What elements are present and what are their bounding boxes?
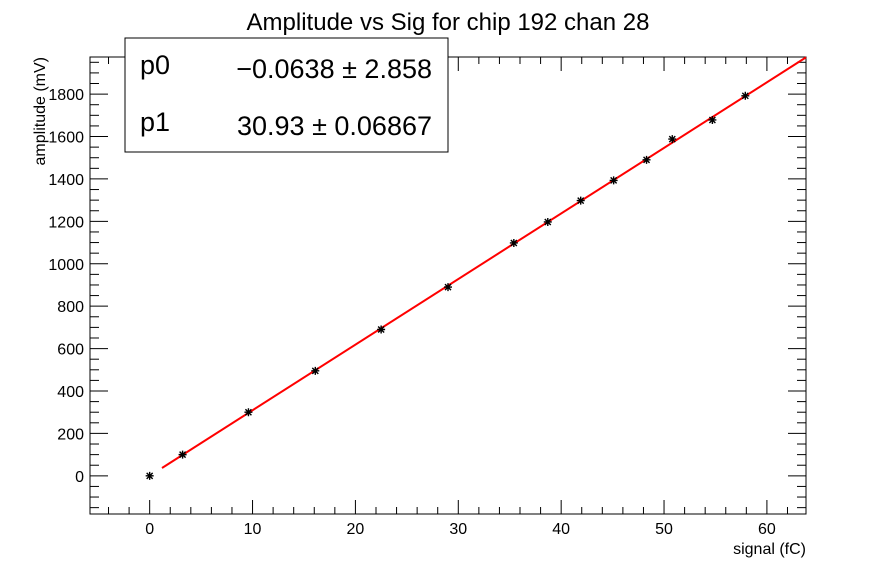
stat-p0-name: p0 [140,50,170,80]
data-point-marker [741,91,750,100]
y-tick-label: 600 [57,342,84,359]
data-point-marker [543,217,552,226]
data-point-marker [377,325,386,334]
data-point-marker [609,176,618,185]
data-point-marker [444,283,452,292]
stat-p1-name: p1 [140,107,170,137]
stat-p1-value: 30.93 ± 0.06867 [237,111,432,141]
data-point-marker [145,471,154,480]
data-point [668,135,677,144]
data-point [642,155,651,164]
x-tick-label: 0 [145,521,154,538]
data-point-marker [668,135,677,144]
data-point-marker [509,238,518,247]
fit-stats-box: p0 −0.0638 ± 2.858 p1 30.93 ± 0.06867 [124,37,449,153]
fit-layer [161,56,807,469]
y-tick-label: 400 [57,384,84,401]
x-tick-label: 20 [347,521,365,538]
x-tick-label: 50 [655,521,673,538]
data-point [178,450,187,459]
y-tick-label: 200 [57,426,84,443]
data-point [741,91,750,100]
stat-p0-value: −0.0638 ± 2.858 [236,54,432,84]
y-tick-label: 0 [75,469,84,486]
data-point [576,196,585,205]
data-point [509,238,518,247]
data-point [377,325,386,334]
data-point [244,408,253,417]
data-point-marker [708,115,717,124]
y-tick-label: 1800 [48,87,84,104]
x-axis-label: signal (fC) [733,541,806,558]
data-point-marker [642,155,651,164]
data-point-marker [576,196,585,205]
data-point-marker [244,408,253,417]
points-layer [145,91,750,480]
x-tick-label: 10 [244,521,262,538]
y-axis: 0 200 400 600 800 1000 1200 1400 1600 1800 [48,61,806,509]
y-axis-label: amplitude (mV) [32,57,49,165]
stats-box-frame [124,37,449,153]
y-tick-label: 1600 [48,130,84,147]
y-tick-label: 1000 [48,257,84,274]
y-tick-label: 800 [57,299,84,316]
data-point [609,176,618,185]
data-point [444,283,452,292]
chart-title: Amplitude vs Sig for chip 192 chan 28 [247,9,650,36]
x-tick-label: 40 [552,521,570,538]
x-tick-label: 60 [758,521,776,538]
data-point [311,366,320,375]
data-point [708,115,717,124]
y-tick-label: 1400 [48,172,84,189]
data-point [145,471,154,480]
fit-line [161,56,807,469]
data-point-marker [311,366,320,375]
data-point-marker [178,450,187,459]
data-point [543,217,552,226]
x-tick-label: 30 [449,521,467,538]
y-tick-label: 1200 [48,214,84,231]
